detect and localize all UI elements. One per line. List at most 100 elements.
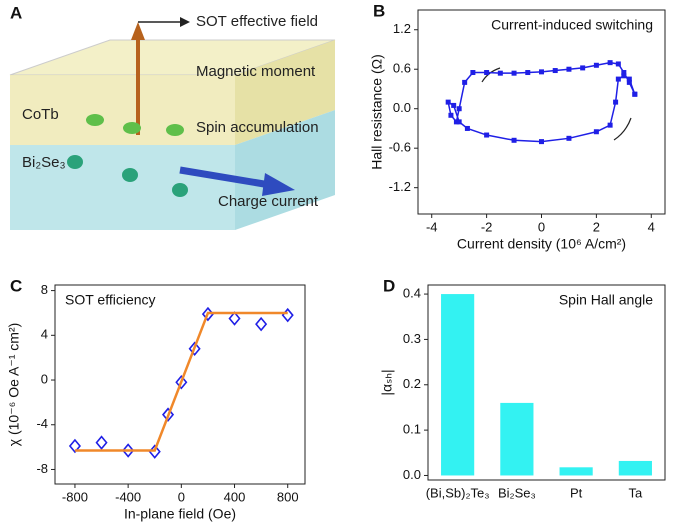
bise-side bbox=[235, 110, 335, 230]
marker bbox=[228, 311, 241, 326]
x-axis-label: In-plane field (Oe) bbox=[124, 506, 236, 522]
marker bbox=[470, 70, 476, 76]
y-tick-label: -4 bbox=[36, 416, 48, 431]
y-tick-label: 8 bbox=[41, 282, 48, 297]
marker bbox=[255, 316, 268, 332]
marker bbox=[607, 60, 613, 66]
marker bbox=[497, 70, 503, 76]
marker bbox=[451, 102, 457, 108]
x-tick-label: -4 bbox=[426, 219, 438, 234]
y-tick-label: -0.6 bbox=[389, 140, 411, 155]
diagram-label: Magnetic moment bbox=[196, 63, 316, 80]
chart-title: Current-induced switching bbox=[491, 17, 653, 33]
x-tick-label: -400 bbox=[115, 489, 141, 504]
y-tick-label: 0.2 bbox=[403, 376, 421, 391]
y-axis-label: |αₛₕ| bbox=[379, 369, 395, 395]
marker bbox=[621, 73, 627, 79]
y-axis-label: χ (10⁻⁶ Oe A⁻¹ cm²) bbox=[6, 323, 22, 447]
marker bbox=[580, 65, 586, 71]
marker bbox=[448, 112, 454, 118]
panel-label: C bbox=[10, 276, 22, 295]
chart-title: SOT efficiency bbox=[65, 292, 156, 308]
x-tick-label: 4 bbox=[648, 219, 655, 234]
marker bbox=[615, 76, 621, 82]
marker bbox=[511, 70, 517, 76]
marker bbox=[122, 443, 135, 458]
panel-a: A SOT effective field Magnetic moment Co… bbox=[9, 3, 336, 230]
y-tick-label: -8 bbox=[36, 461, 48, 476]
marker bbox=[566, 66, 572, 72]
marker bbox=[68, 438, 81, 454]
marker bbox=[593, 129, 599, 135]
marker bbox=[539, 139, 544, 145]
y-tick-label: 1.2 bbox=[393, 21, 411, 36]
bar bbox=[441, 294, 475, 476]
marker bbox=[615, 61, 621, 67]
marker bbox=[462, 79, 468, 85]
x-tick-label: Bi₂Se₃ bbox=[498, 485, 536, 500]
marker bbox=[161, 407, 175, 422]
marker bbox=[632, 91, 638, 97]
marker bbox=[456, 119, 462, 125]
marker bbox=[593, 62, 599, 68]
arrows-b bbox=[481, 67, 632, 141]
y-tick-label: 0 bbox=[41, 371, 48, 386]
diagram-label: SOT effective field bbox=[196, 13, 318, 30]
x-tick-label: 800 bbox=[277, 489, 299, 504]
x-tick-label: 400 bbox=[224, 489, 246, 504]
y-tick-label: 0.6 bbox=[393, 61, 411, 76]
plot-frame bbox=[54, 284, 306, 485]
y-tick-label: 0.3 bbox=[403, 331, 421, 346]
marker bbox=[445, 99, 451, 105]
marker bbox=[188, 341, 201, 356]
plot-frame bbox=[417, 9, 666, 215]
x-tick-label: Pt bbox=[570, 485, 583, 500]
marker bbox=[621, 70, 627, 76]
moment-arrowhead bbox=[131, 22, 145, 40]
data-line bbox=[74, 311, 288, 452]
plot-frame bbox=[427, 284, 666, 481]
x-tick-label: -800 bbox=[62, 489, 88, 504]
marker bbox=[453, 119, 459, 125]
current-arrowhead bbox=[262, 173, 295, 196]
x-tick-label: 0 bbox=[538, 219, 545, 234]
diagram-label: Spin accumulation bbox=[196, 119, 319, 136]
marker bbox=[484, 70, 490, 76]
bar bbox=[618, 460, 652, 476]
bise-layer bbox=[10, 145, 235, 230]
field-arrowhead bbox=[180, 17, 190, 27]
marker bbox=[175, 375, 188, 390]
x-tick-label: -2 bbox=[481, 219, 493, 234]
bar bbox=[559, 467, 593, 476]
diagram-label: Bi₂Se₃ bbox=[22, 154, 66, 171]
x-axis-label: Current density (10⁶ A/cm²) bbox=[457, 236, 626, 252]
diagram-label: CoTb bbox=[22, 106, 59, 123]
bar bbox=[500, 402, 534, 476]
marker bbox=[626, 76, 632, 82]
marker bbox=[626, 79, 632, 85]
marker bbox=[95, 435, 108, 450]
panel-label: A bbox=[10, 3, 22, 22]
y-tick-label: 0.0 bbox=[393, 100, 411, 115]
marker bbox=[607, 122, 613, 128]
marker bbox=[566, 135, 572, 141]
panel-label: B bbox=[373, 1, 385, 20]
y-tick-label: 0.4 bbox=[403, 286, 421, 301]
x-tick-label: (Bi,Sb)₂Te₃ bbox=[426, 485, 490, 500]
marker bbox=[281, 307, 294, 323]
marker bbox=[456, 106, 462, 112]
marker bbox=[511, 137, 517, 143]
spins-top bbox=[86, 114, 184, 136]
y-tick-label: -1.2 bbox=[389, 179, 411, 194]
y-axis-label: Hall resistance (Ω) bbox=[369, 54, 385, 170]
x-tick-label: Ta bbox=[629, 485, 644, 500]
marker bbox=[464, 125, 470, 131]
marker bbox=[484, 132, 490, 138]
marker bbox=[539, 69, 544, 75]
x-tick-label: 2 bbox=[593, 219, 600, 234]
marker bbox=[613, 99, 619, 105]
y-tick-label: 0.1 bbox=[403, 422, 421, 437]
spins-bottom bbox=[67, 155, 188, 197]
x-tick-label: 0 bbox=[178, 489, 185, 504]
